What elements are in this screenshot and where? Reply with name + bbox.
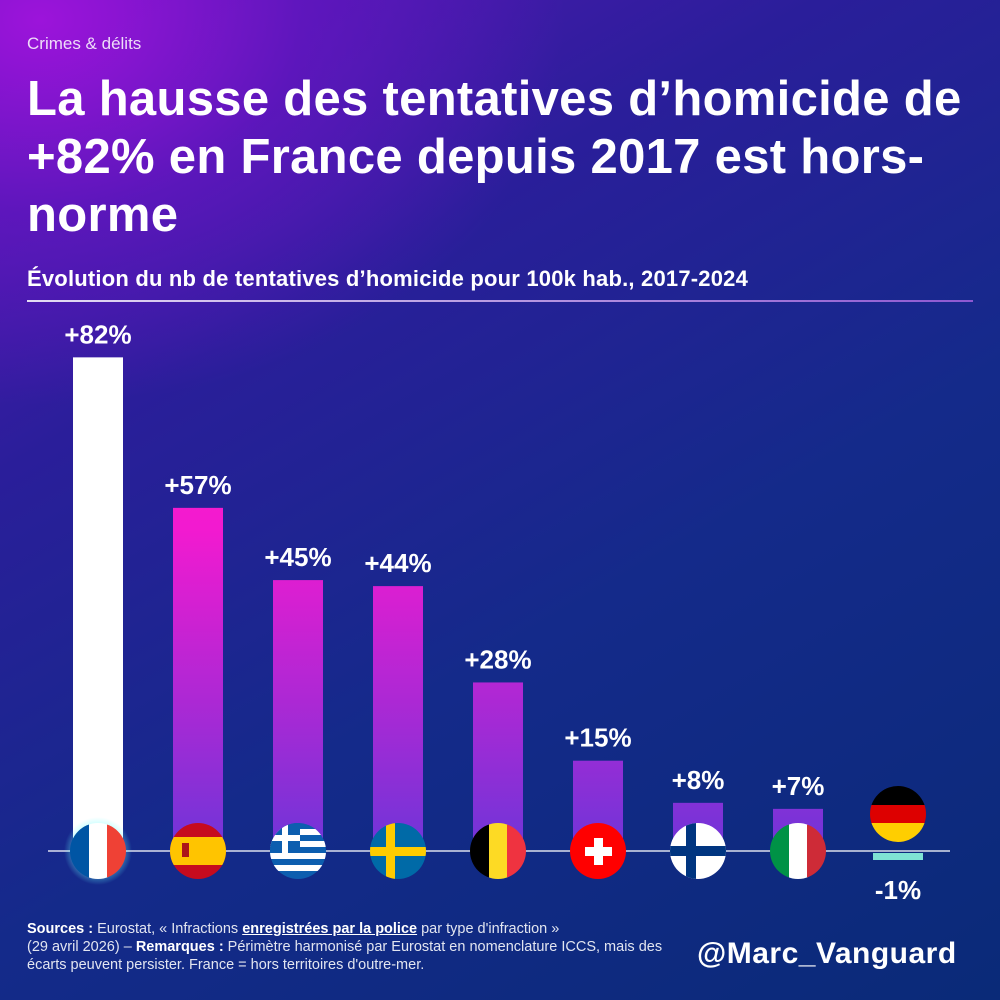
flag-sweden-icon xyxy=(370,823,426,879)
value-label-france: +82% xyxy=(64,319,131,349)
value-label-suisse: +15% xyxy=(564,723,631,753)
bar-grèce xyxy=(273,580,323,851)
sources-note: Sources : Eurostat, « Infractions enregi… xyxy=(27,920,697,974)
bar-allemagne xyxy=(873,853,923,860)
flag-finland-icon xyxy=(670,823,726,879)
sources-text-pre: Eurostat, « Infractions xyxy=(93,921,243,937)
sources-text-post: par type d'infraction » xyxy=(417,921,560,937)
flag-germany-icon xyxy=(870,786,926,842)
sources-date: (29 avril 2026) – xyxy=(27,939,136,955)
remarks-label: Remarques : xyxy=(135,939,224,955)
value-label-allemagne: -1% xyxy=(875,875,921,905)
category-label: Crimes & délits xyxy=(27,34,142,53)
sources-emphasis: enregistrées par la police xyxy=(242,921,418,937)
remarks-text: Périmètre harmonisé par Eurostat en nome… xyxy=(27,939,663,973)
bar-france xyxy=(73,357,123,851)
flag-france-icon xyxy=(64,817,132,885)
chart-subtitle: Évolution du nb de tentatives d’homicide… xyxy=(27,266,749,291)
flag-belgium-icon xyxy=(470,823,526,879)
flag-greece-icon xyxy=(270,823,326,879)
page-title: La hausse des tentatives d’homicide de +… xyxy=(27,72,962,242)
value-label-italie: +7% xyxy=(772,771,825,801)
bar-espagne xyxy=(173,507,223,851)
value-label-grèce: +45% xyxy=(264,542,331,572)
bar-suède xyxy=(373,586,423,851)
flag-switzerland-icon xyxy=(570,823,626,879)
value-label-espagne: +57% xyxy=(164,470,231,500)
flag-spain-icon xyxy=(170,823,226,879)
flag-italy-icon xyxy=(770,823,826,879)
bar-belgique xyxy=(473,682,523,851)
value-label-suède: +44% xyxy=(364,548,431,578)
value-label-finlande: +8% xyxy=(672,765,725,795)
title-divider xyxy=(27,300,973,302)
value-label-belgique: +28% xyxy=(464,644,531,674)
author-handle: @Marc_Vanguard xyxy=(697,937,957,970)
sources-label: Sources : xyxy=(27,921,94,937)
